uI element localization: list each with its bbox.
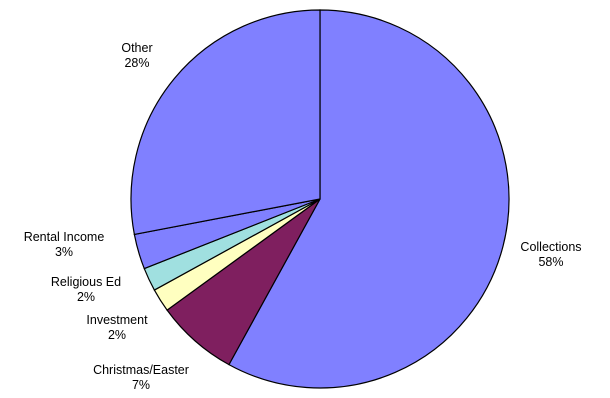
slice-percent-other: 28% <box>124 56 149 70</box>
slice-label-christmas-easter: Christmas/Easter 7% <box>93 363 189 392</box>
pie-slice-collections <box>228 9 510 389</box>
slice-label-rental-income: Rental Income 3% <box>24 230 105 259</box>
slice-label-religious-ed: Religious Ed 2% <box>51 275 121 304</box>
slice-name-rental-income: Rental Income <box>24 230 105 244</box>
slice-percent-rental-income: 3% <box>55 245 73 259</box>
pie-slice-other <box>130 9 321 236</box>
slice-name-collections: Collections <box>520 240 581 254</box>
slice-name-investment: Investment <box>86 313 148 327</box>
slice-name-christmas-easter: Christmas/Easter <box>93 363 189 377</box>
slice-label-collections: Collections 58% <box>520 240 581 269</box>
slice-percent-investment: 2% <box>108 328 126 342</box>
slice-percent-christmas-easter: 7% <box>132 378 150 392</box>
slice-percent-collections: 58% <box>538 255 563 269</box>
slice-percent-religious-ed: 2% <box>77 290 95 304</box>
slice-label-other: Other 28% <box>121 41 152 70</box>
slice-name-other: Other <box>121 41 152 55</box>
slice-name-religious-ed: Religious Ed <box>51 275 121 289</box>
slice-label-investment: Investment 2% <box>86 313 148 342</box>
